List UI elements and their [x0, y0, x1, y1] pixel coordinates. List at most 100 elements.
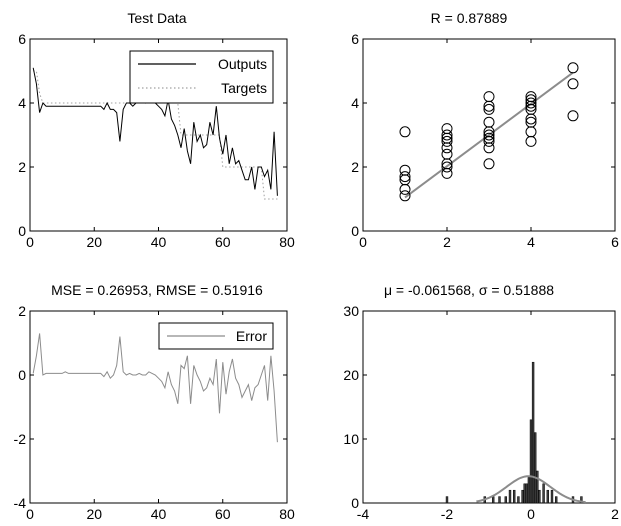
y-tick-label: 2 [18, 159, 26, 175]
scatter-point [483, 132, 495, 144]
x-tick-label: 6 [611, 234, 619, 250]
scatter-point [399, 126, 411, 138]
scatter-point [483, 158, 495, 170]
scatter-point [441, 161, 453, 173]
y-tick-label: 0 [18, 223, 26, 239]
y-tick-label: 0 [18, 367, 26, 383]
normal-fit-curve [476, 475, 586, 504]
hist-bar [508, 489, 512, 504]
y-tick-label: 4 [351, 95, 359, 111]
y-tick-label: -2 [14, 431, 27, 447]
error-panel: MSE = 0.26953, RMSE = 0.51916 0 20 40 60 80-… [14, 282, 295, 522]
hist-bar [531, 361, 535, 504]
hist-bar [534, 432, 537, 504]
scatter-point [567, 78, 579, 90]
scatter-point [483, 91, 495, 103]
regression-panel: R = 0.87889 0 2 4 6 0 2 4 6 [351, 10, 619, 250]
scatter-point [441, 148, 453, 160]
hist-bar [513, 489, 516, 504]
y-tick-label: 30 [343, 303, 359, 319]
scatter-point [483, 116, 495, 128]
y-tick-label: 10 [343, 431, 359, 447]
hist-bar [542, 483, 545, 504]
x-tick-label: 2 [611, 506, 619, 522]
scatter-point [399, 183, 411, 195]
hist-bar [550, 489, 554, 504]
test-data-title: Test Data [127, 10, 186, 26]
scatter-point [399, 190, 411, 202]
scatter-point [483, 103, 495, 115]
x-tick-label: 60 [215, 234, 231, 250]
legend-label: Outputs [218, 56, 267, 72]
x-tick-label: 20 [86, 506, 102, 522]
scatter-point [567, 110, 579, 122]
hist-bar [580, 496, 583, 504]
error-line [32, 333, 278, 443]
y-tick-label: 4 [18, 95, 26, 111]
scatter-point [525, 91, 537, 103]
hist-bar [546, 489, 549, 504]
y-tick-label: 20 [343, 367, 359, 383]
x-tick-label: 0 [26, 506, 34, 522]
plot-frame [362, 38, 616, 232]
scatter-point [441, 129, 453, 141]
legend: Outputs Targets [129, 50, 274, 104]
legend-label: Targets [221, 80, 267, 96]
scatter-point [399, 164, 411, 176]
scatter-point [525, 116, 537, 128]
hist-bar [521, 489, 524, 504]
hist-bar [492, 496, 495, 504]
fit-line [404, 71, 574, 199]
y-tick-label: 0 [351, 495, 359, 511]
legend-box [129, 50, 274, 104]
hist-bar [504, 496, 507, 504]
x-tick-label: 40 [151, 506, 167, 522]
scatter-point [525, 97, 537, 109]
x-tick-label: 60 [215, 506, 231, 522]
y-tick-label: -4 [14, 495, 27, 511]
x-tick-label: 20 [86, 234, 102, 250]
x-tick-label: 4 [527, 234, 535, 250]
hist-bar [538, 489, 541, 504]
x-tick-label: -4 [357, 506, 370, 522]
histogram-title: μ = -0.061568, σ = 0.51888 [384, 282, 554, 298]
x-tick-label: 0 [26, 234, 34, 250]
scatter-point [525, 135, 537, 147]
error-title: MSE = 0.26953, RMSE = 0.51916 [51, 282, 263, 298]
legend-label: Error [236, 328, 267, 344]
scatter-point [483, 129, 495, 141]
x-tick-label: -2 [441, 506, 454, 522]
x-tick-label: 80 [279, 234, 295, 250]
scatter-point [441, 135, 453, 147]
y-tick-label: 2 [18, 303, 26, 319]
hist-bar [498, 496, 501, 504]
plot-frame [362, 310, 616, 504]
scatter-point [525, 94, 537, 106]
hist-bar [529, 419, 533, 504]
x-tick-label: 0 [527, 506, 535, 522]
hist-bar [517, 496, 520, 504]
scatter-point [441, 123, 453, 135]
scatter-point [399, 171, 411, 183]
x-tick-label: 80 [279, 506, 295, 522]
hist-bar [523, 483, 526, 504]
scatter-point [525, 126, 537, 138]
y-tick-label: 0 [351, 223, 359, 239]
regression-title: R = 0.87889 [431, 10, 508, 26]
x-tick-label: 0 [359, 234, 367, 250]
hist-bar [445, 496, 449, 504]
test-data-panel: Test Data 0 20 40 60 80 0 2 4 6 Outputs Targets [18, 10, 295, 250]
y-tick-label: 6 [18, 31, 26, 47]
x-tick-label: 2 [443, 234, 451, 250]
legend: Error [158, 322, 274, 350]
hist-bar [536, 470, 539, 504]
y-tick-label: 2 [351, 159, 359, 175]
hist-bar [555, 496, 558, 504]
y-tick-label: 6 [351, 31, 359, 47]
scatter-point [567, 62, 579, 74]
hist-bar [525, 483, 528, 504]
x-tick-label: 40 [151, 234, 167, 250]
hist-bar [527, 477, 531, 504]
